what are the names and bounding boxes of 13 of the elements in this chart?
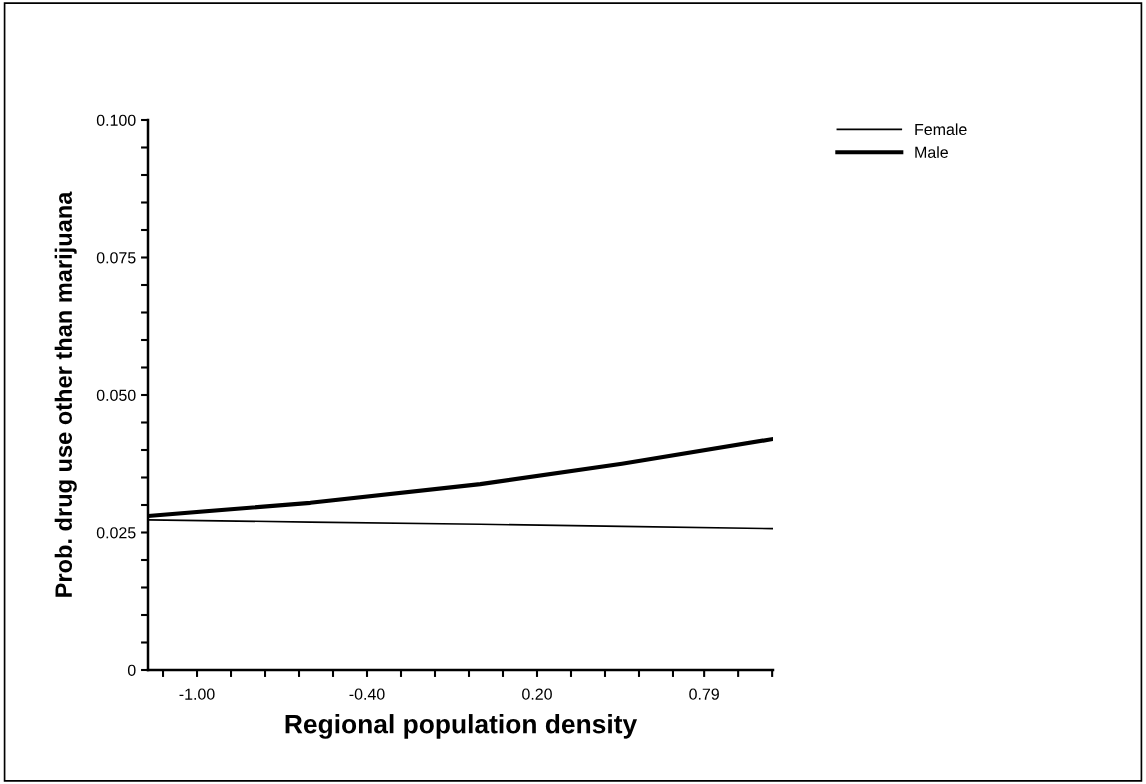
x-axis-title: Regional population density (285, 714, 638, 739)
x-tick-label: -1.00 (179, 688, 215, 700)
y-tick-label: 0.050 (96, 389, 136, 401)
x-tick-label: -0.40 (349, 688, 385, 700)
x-tick-label: 0.20 (522, 688, 552, 700)
y-axis-title: Prob. drug use other than marijuana (54, 191, 77, 597)
x-tick-label: 0.79 (689, 688, 719, 700)
y-tick-label: 0.075 (96, 252, 136, 264)
legend-label: Female (915, 123, 967, 136)
y-tick-label: 0 (127, 664, 136, 676)
legend-label: Male (915, 146, 948, 158)
y-tick-label: 0.025 (96, 527, 136, 539)
y-tick-label: 0.100 (96, 114, 136, 126)
